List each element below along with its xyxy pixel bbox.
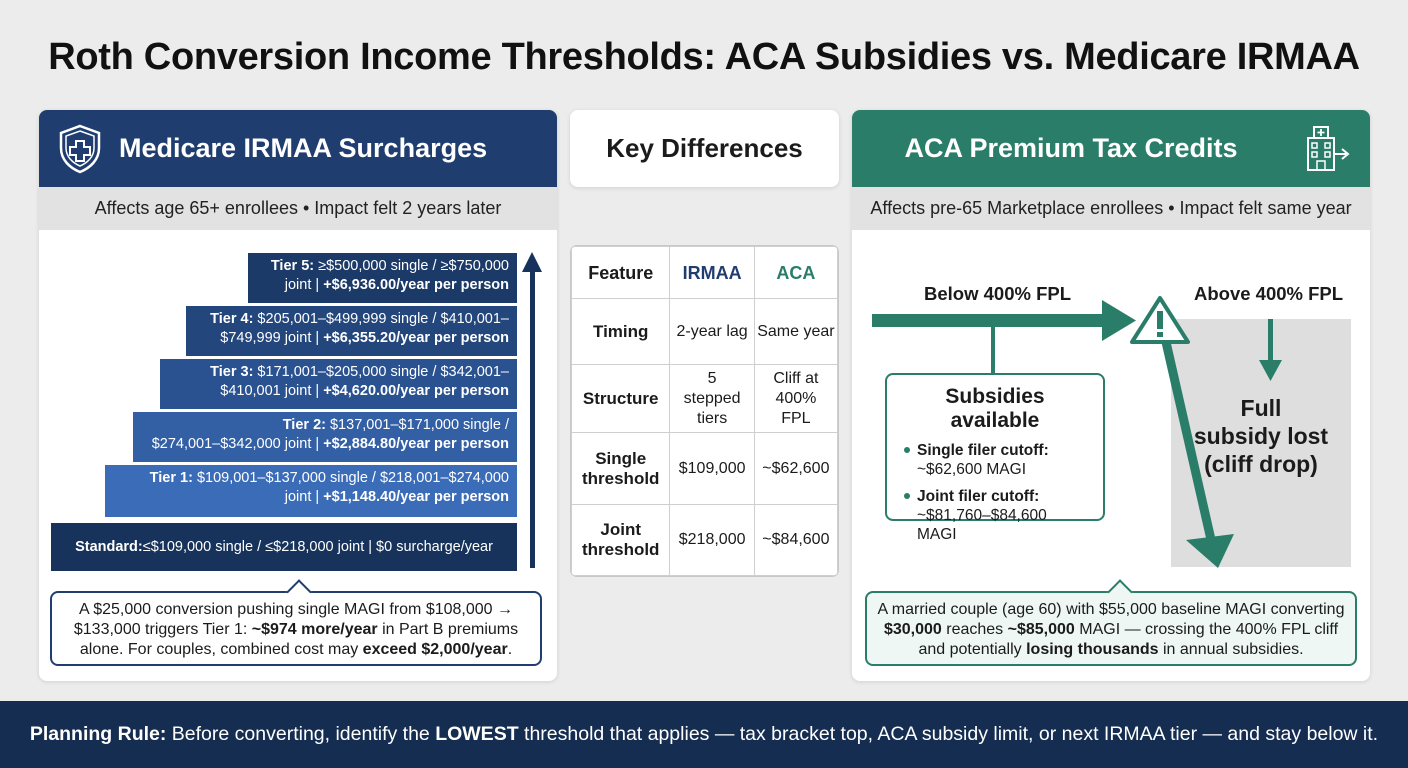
below-fpl-label: Below 400% FPL xyxy=(924,283,1072,304)
col-irmaa: IRMAA xyxy=(669,246,755,299)
irmaa-subheader: Affects age 65+ enrollees • Impact felt … xyxy=(39,187,557,230)
irmaa-tier-4: Tier 4: $205,001–$499,999 single / $410,… xyxy=(186,306,517,356)
table-row: Structure 5 stepped tiers Cliff at 400% … xyxy=(571,364,838,433)
cliff-diagram xyxy=(872,296,1282,568)
table-row: Timing 2-year lag Same year xyxy=(571,298,838,365)
shield-cross-icon xyxy=(59,124,101,174)
col-feature: Feature xyxy=(571,246,671,299)
irmaa-header-title: Medicare IRMAA Surcharges xyxy=(119,133,488,163)
list-item: Joint filer cutoff: ~$81,760–$84,600 MAGI xyxy=(901,487,1089,544)
subsidy-lost-text: Full subsidy lost (cliff drop) xyxy=(1193,395,1329,477)
key-differences-header: Key Differences xyxy=(570,110,839,187)
aca-header-title: ACA Premium Tax Credits xyxy=(904,133,1238,163)
irmaa-header: Medicare IRMAA Surcharges xyxy=(39,110,557,187)
aca-panel: ACA Premium Tax Credits Affects pre-65 M… xyxy=(852,110,1370,681)
arrow-up-icon xyxy=(522,252,542,272)
irmaa-tier-3: Tier 3: $171,001–$205,000 single / $342,… xyxy=(160,359,517,409)
irmaa-tier-1: Tier 1: $109,001–$137,000 single / $218,… xyxy=(105,465,517,517)
irmaa-tier-5: Tier 5: ≥$500,000 single / ≥$750,000 joi… xyxy=(248,253,517,303)
irmaa-tier-2: Tier 2: $137,001–$171,000 single / $274,… xyxy=(133,412,517,462)
hospital-building-icon xyxy=(1307,126,1350,171)
aca-example-callout: A married couple (age 60) with $55,000 b… xyxy=(865,579,1357,666)
above-fpl-label: Above 400% FPL xyxy=(1194,283,1344,304)
table-row: Joint threshold $218,000 ~$84,600 xyxy=(571,504,838,576)
page-title: Roth Conversion Income Thresholds: ACA S… xyxy=(48,36,1360,78)
irmaa-example-callout: A $25,000 conversion pushing single MAGI… xyxy=(50,579,542,666)
comparison-table: Feature IRMAA ACA Timing 2-year lag Same… xyxy=(571,246,838,576)
list-item: Single filer cutoff: ~$62,600 MAGI xyxy=(901,441,1089,479)
escalation-arrow xyxy=(530,264,535,568)
table-header-row: Feature IRMAA ACA xyxy=(571,246,838,299)
aca-header: ACA Premium Tax Credits xyxy=(852,110,1370,187)
table-row: Single threshold $109,000 ~$62,600 xyxy=(571,432,838,505)
warning-triangle-icon xyxy=(1130,296,1190,344)
subsidies-available-box: Subsidies available Single filer cutoff:… xyxy=(885,373,1105,543)
aca-subheader: Affects pre-65 Marketplace enrollees • I… xyxy=(852,187,1370,230)
irmaa-panel: Medicare IRMAA Surcharges Affects age 65… xyxy=(39,110,557,681)
irmaa-standard-tier: Standard: ≤$109,000 single / ≤$218,000 j… xyxy=(51,523,517,571)
planning-rule-footer: Planning Rule: Before converting, identi… xyxy=(0,701,1408,768)
col-aca: ACA xyxy=(753,246,838,299)
